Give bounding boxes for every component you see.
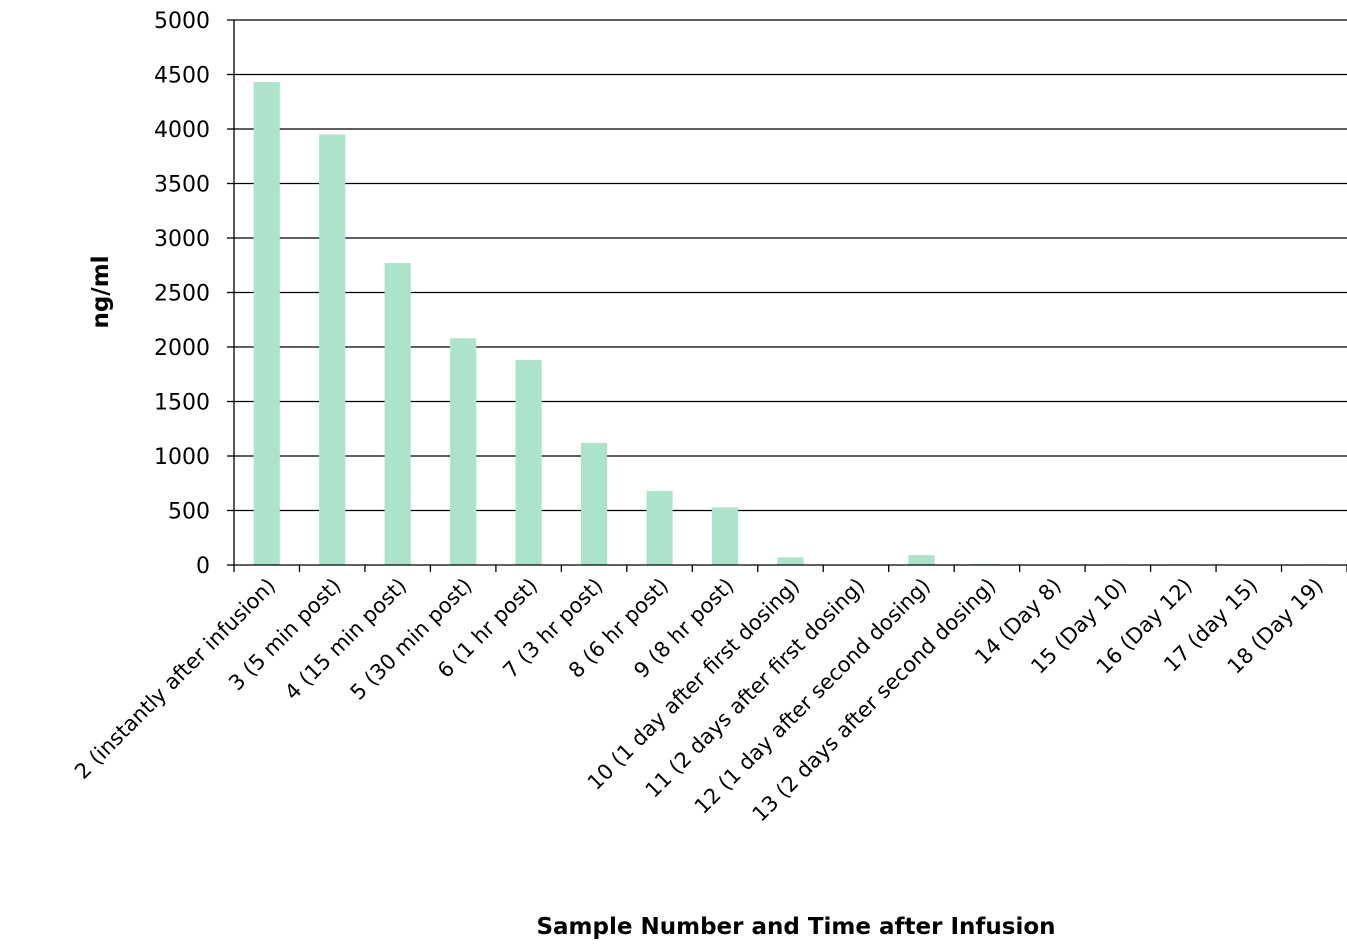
bar xyxy=(253,82,280,565)
y-tick-label: 1000 xyxy=(154,445,210,470)
x-tick-label: 4 (15 min post) xyxy=(280,574,411,705)
y-tick-label: 3500 xyxy=(154,173,210,198)
y-tick-label: 500 xyxy=(168,500,210,525)
bars xyxy=(253,82,1328,565)
y-tick-label: 3000 xyxy=(154,227,210,252)
y-tick-labels: 0 500 1000 1500 2000 2500 3000 3500 4000 4500 5000 xyxy=(154,9,210,579)
y-tick-label: 2000 xyxy=(154,336,210,361)
y-axis-title: ng/ml xyxy=(88,255,114,328)
bar xyxy=(711,507,739,565)
bar xyxy=(515,360,542,565)
x-axis-title: Sample Number and Time after Infusion xyxy=(536,914,1055,940)
bar xyxy=(384,263,411,565)
bar xyxy=(777,557,804,565)
bar xyxy=(319,134,346,565)
y-tick-label: 4500 xyxy=(154,64,210,89)
axes xyxy=(227,19,1347,572)
bar xyxy=(646,490,673,565)
bar xyxy=(580,442,608,565)
y-tick-label: 4000 xyxy=(154,118,210,143)
x-tick-labels: 2 (instantly after infusion)3 (5 min pos… xyxy=(70,574,1328,827)
x-tick-label: 12 (1 day after second dosing) xyxy=(690,574,935,819)
y-tick-label: 0 xyxy=(196,554,210,579)
y-tick-label: 1500 xyxy=(154,391,210,416)
y-tick-label: 2500 xyxy=(154,282,210,307)
y-tick-label: 5000 xyxy=(154,9,210,34)
x-tick-label: 13 (2 days after second dosing) xyxy=(748,574,1001,827)
x-tick-label: 3 (5 min post) xyxy=(224,574,346,696)
gridlines xyxy=(234,19,1347,512)
bar xyxy=(450,338,477,565)
x-tick-label: 5 (30 min post) xyxy=(346,574,477,705)
bar xyxy=(908,555,935,565)
